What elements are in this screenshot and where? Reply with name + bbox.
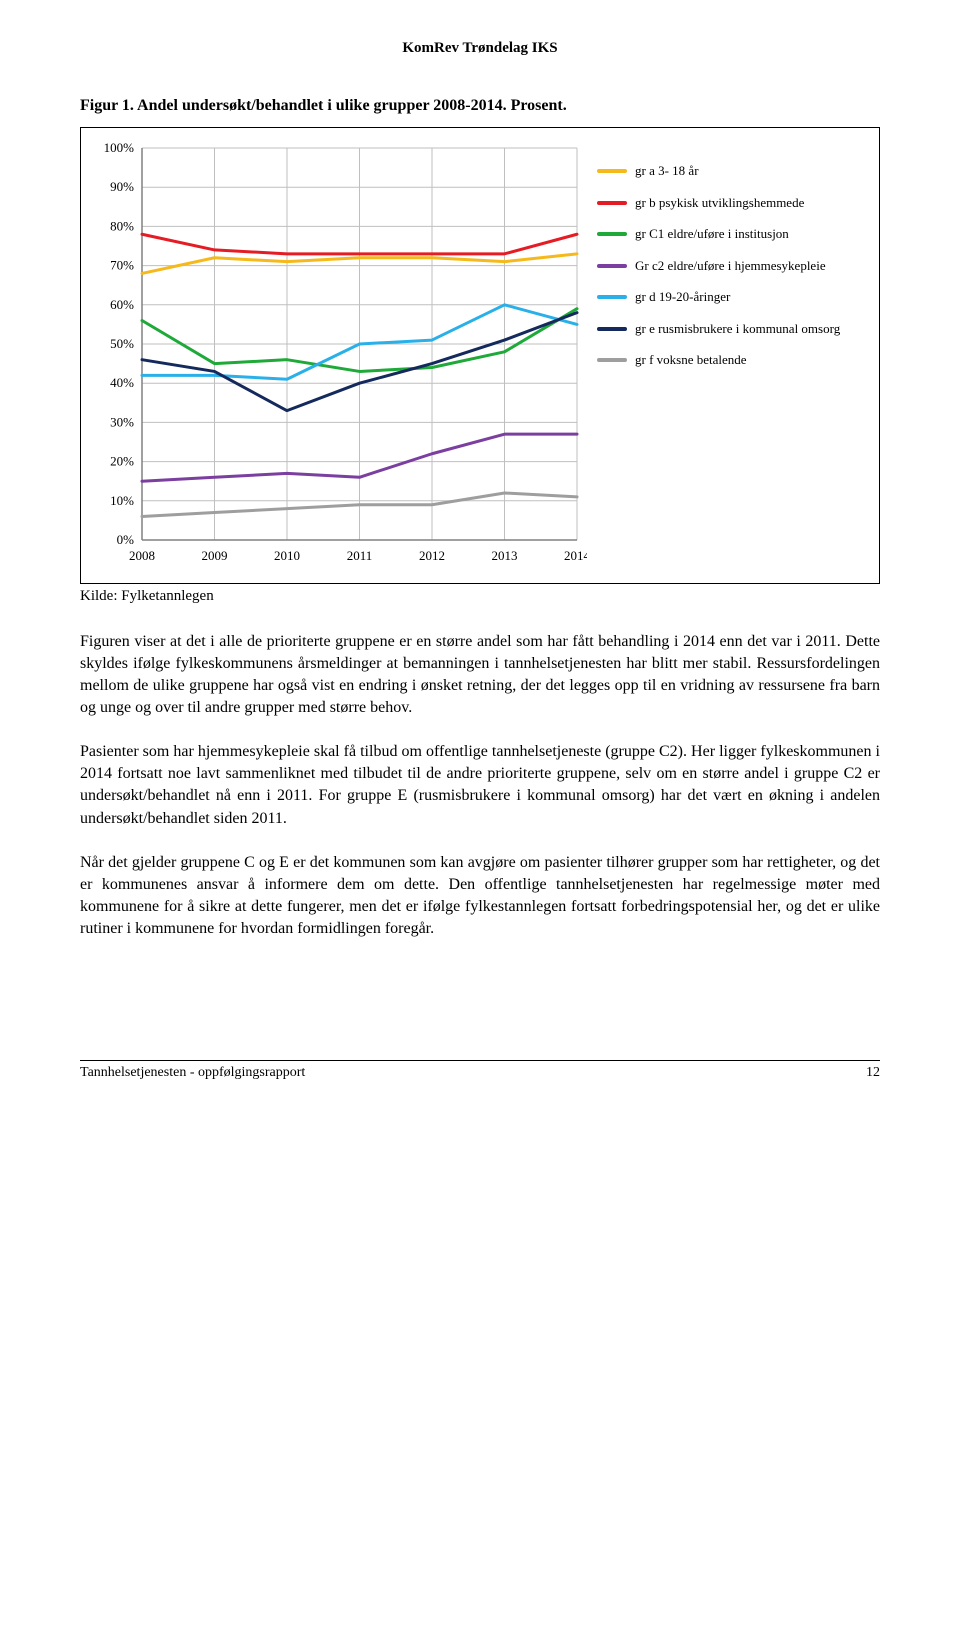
paragraph: Pasienter som har hjemmesykepleie skal f… <box>80 741 880 829</box>
svg-text:80%: 80% <box>110 218 134 233</box>
svg-text:2008: 2008 <box>129 548 155 563</box>
svg-text:10%: 10% <box>110 493 134 508</box>
legend-item: gr b psykisk utviklingshemmede <box>597 194 869 212</box>
chart-container: 0% 10% 20% 30% 40% 50% 60% 70% 80% 90% 100% 2008 200… <box>80 127 880 584</box>
footer-left: Tannhelsetjenesten - oppfølgingsrapport <box>80 1065 305 1081</box>
svg-text:2012: 2012 <box>419 548 445 563</box>
legend-item: gr e rusmisbrukere i kommunal omsorg <box>597 320 869 338</box>
body-text: Figuren viser at det i alle de prioriter… <box>80 631 880 940</box>
chart-source: Kilde: Fylketannlegen <box>80 588 880 605</box>
legend-label: Gr c2 eldre/uføre i hjemmesykepleie <box>635 257 869 275</box>
page-footer: Tannhelsetjenesten - oppfølgingsrapport … <box>80 1060 880 1081</box>
svg-text:2010: 2010 <box>274 548 300 563</box>
legend-label: gr a 3- 18 år <box>635 162 869 180</box>
legend-label: gr d 19-20-åringer <box>635 288 869 306</box>
svg-text:50%: 50% <box>110 336 134 351</box>
svg-text:2009: 2009 <box>202 548 228 563</box>
svg-text:30%: 30% <box>110 414 134 429</box>
legend-swatch <box>597 358 627 362</box>
svg-text:60%: 60% <box>110 297 134 312</box>
figure-title: Figur 1. Andel undersøkt/behandlet i uli… <box>80 97 880 115</box>
line-chart: 0% 10% 20% 30% 40% 50% 60% 70% 80% 90% 100% 2008 200… <box>87 138 587 568</box>
legend-item: gr C1 eldre/uføre i institusjon <box>597 225 869 243</box>
svg-text:20%: 20% <box>110 454 134 469</box>
chart-legend: gr a 3- 18 år gr b psykisk utviklingshemm… <box>597 138 869 573</box>
paragraph: Figuren viser at det i alle de prioriter… <box>80 631 880 719</box>
legend-swatch <box>597 264 627 268</box>
legend-swatch <box>597 327 627 331</box>
legend-label: gr b psykisk utviklingshemmede <box>635 194 869 212</box>
legend-item: gr d 19-20-åringer <box>597 288 869 306</box>
legend-label: gr f voksne betalende <box>635 351 869 369</box>
legend-swatch <box>597 295 627 299</box>
svg-text:2013: 2013 <box>492 548 518 563</box>
svg-text:2011: 2011 <box>347 548 373 563</box>
svg-text:0%: 0% <box>117 532 135 547</box>
legend-item: gr a 3- 18 år <box>597 162 869 180</box>
svg-text:40%: 40% <box>110 375 134 390</box>
svg-text:90%: 90% <box>110 179 134 194</box>
legend-swatch <box>597 169 627 173</box>
legend-item: Gr c2 eldre/uføre i hjemmesykepleie <box>597 257 869 275</box>
svg-text:70%: 70% <box>110 258 134 273</box>
legend-label: gr C1 eldre/uføre i institusjon <box>635 225 869 243</box>
footer-page-number: 12 <box>866 1065 880 1081</box>
svg-text:100%: 100% <box>104 140 135 155</box>
org-header: KomRev Trøndelag IKS <box>80 40 880 57</box>
legend-label: gr e rusmisbrukere i kommunal omsorg <box>635 320 869 338</box>
paragraph: Når det gjelder gruppene C og E er det k… <box>80 852 880 940</box>
svg-text:2014: 2014 <box>564 548 587 563</box>
legend-swatch <box>597 232 627 236</box>
legend-item: gr f voksne betalende <box>597 351 869 369</box>
legend-swatch <box>597 201 627 205</box>
